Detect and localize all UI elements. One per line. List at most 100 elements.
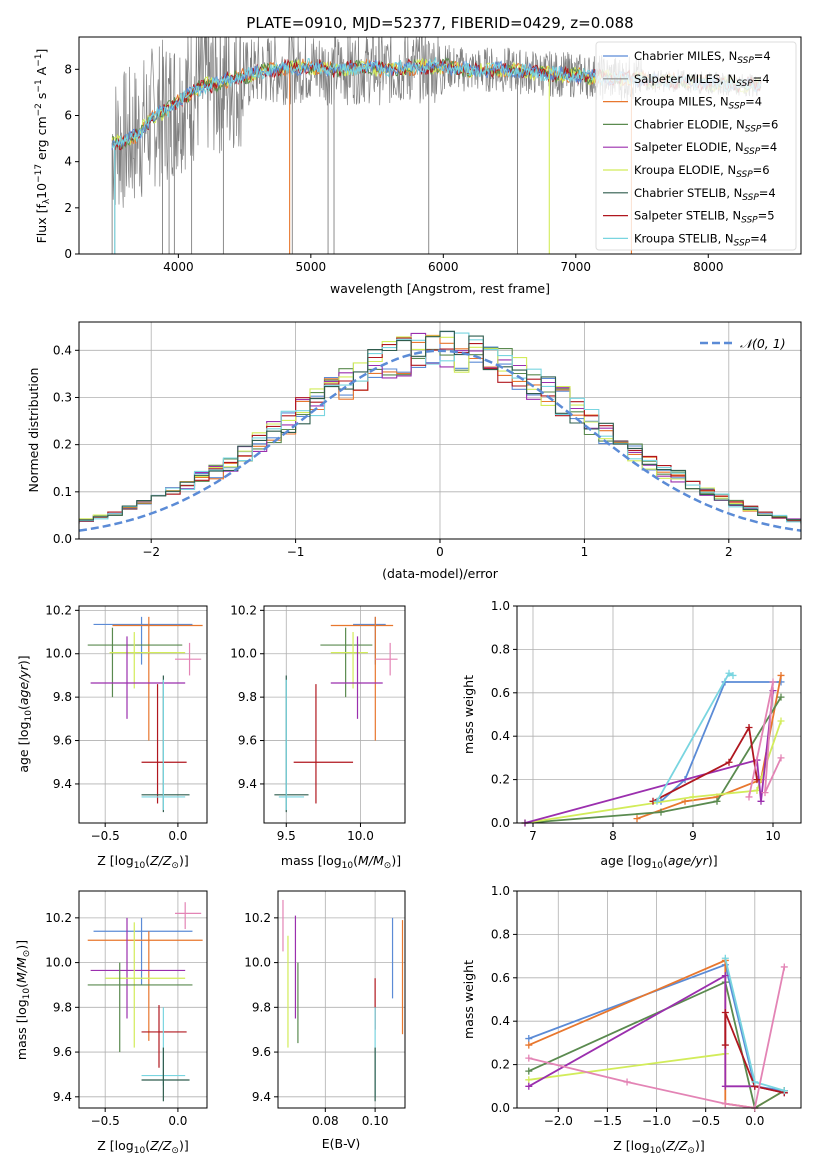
data-point	[633, 815, 641, 823]
figure-title: PLATE=0910, MJD=52377, FIBERID=0429, z=0…	[246, 14, 633, 32]
data-point	[525, 1067, 533, 1075]
data-point	[525, 1082, 533, 1090]
data-point	[525, 1076, 533, 1084]
x-axis-label: E(B-V)	[322, 1136, 361, 1151]
y-axis-label: mass weight	[461, 960, 476, 1039]
data-point	[751, 1078, 759, 1086]
x-tick-label: −0.5	[91, 1114, 120, 1128]
x-axis-label: Z [log10(Z/Z⊙)]	[97, 853, 188, 871]
data-point	[689, 793, 697, 801]
data-point	[623, 1078, 631, 1086]
x-tick-label: −0.5	[691, 1114, 720, 1128]
data-point	[721, 1100, 729, 1108]
x-axis-label: age [log10(age/yr)]	[600, 853, 717, 871]
mass-weight-plot	[521, 669, 785, 827]
y-tick-label: 10.2	[45, 603, 72, 617]
data-point	[525, 1041, 533, 1049]
data-point	[525, 1035, 533, 1043]
legend-label: Kroupa ELODIE, NSSP=6	[634, 163, 770, 180]
data-point	[777, 754, 785, 762]
axes-frame	[277, 890, 406, 1109]
y-tick-label: 0.0	[491, 816, 510, 830]
axes-frame	[516, 890, 802, 1109]
x-tick-label: −1	[287, 545, 305, 559]
axes-spectrum: 4000 5000 6000 7000 8000 0 2 4 6 8 Chabrier MILES,…	[34, 36, 802, 296]
y-tick-label: 10.2	[45, 911, 72, 925]
legend: 𝒩(0, 1)	[700, 336, 786, 351]
y-tick-label: 0.8	[491, 927, 510, 941]
x-tick-label: 10.0	[347, 829, 374, 843]
axes-age_vs_mass: 9.5 10.0 9.4 9.6 9.8 10.0 10.2 mass [log10(M/M⊙…	[230, 603, 406, 871]
axes-frame	[78, 321, 802, 540]
data-point	[780, 1087, 788, 1095]
x-tick-label: −0.5	[91, 829, 120, 843]
y-tick-label: 0.0	[491, 1101, 510, 1115]
data-point	[729, 671, 737, 679]
x-tick-label: 7000	[561, 260, 592, 274]
legend-label: Salpeter STELIB, NSSP=5	[634, 209, 775, 226]
x-tick-label: 9	[689, 829, 697, 843]
x-tick-label: −1.5	[593, 1114, 622, 1128]
mass-weight-line	[528, 1052, 726, 1081]
legend-label: Kroupa MILES, NSSP=4	[634, 95, 762, 112]
y-tick-label: 9.6	[238, 734, 257, 748]
data-point	[757, 797, 765, 805]
x-tick-label: 0.10	[362, 1114, 389, 1128]
y-tick-label: 0.2	[491, 1058, 510, 1072]
mass-weight-line	[528, 980, 785, 1110]
mass-weight-line	[652, 724, 758, 803]
axes-frame	[263, 605, 406, 824]
legend-label: Chabrier STELIB, NSSP=4	[634, 186, 776, 203]
y-tick-label: 6	[64, 108, 72, 122]
y-tick-label: 9.8	[53, 1000, 72, 1014]
x-axis-label: mass [log10(M/M⊙)]	[281, 853, 401, 871]
data-point	[713, 797, 721, 805]
x-tick-label: 0.08	[312, 1114, 339, 1128]
mass-weight-line	[524, 720, 782, 824]
y-tick-label: 4	[64, 155, 72, 169]
data-point	[721, 954, 729, 962]
y-axis-label: mass weight	[461, 675, 476, 754]
data-point	[653, 797, 661, 805]
y-axis-label: age [log10(age/yr)]	[16, 655, 34, 772]
x-tick-label: 0.0	[745, 1114, 764, 1128]
x-tick-label: 8000	[693, 260, 724, 274]
y-tick-label: 0.3	[53, 390, 72, 404]
data-point	[777, 671, 785, 679]
mass-weight-line	[528, 963, 785, 1092]
x-tick-label: −2	[142, 545, 160, 559]
y-tick-label: 8	[64, 62, 72, 76]
legend-label: 𝒩(0, 1)	[740, 336, 786, 351]
x-axis-label: (data-model)/error	[382, 566, 499, 581]
errorbar-plot	[274, 616, 398, 813]
y-axis-label: Normed distribution	[26, 368, 41, 493]
y-tick-label: 9.4	[252, 1090, 271, 1104]
y-tick-label: 10.0	[230, 647, 257, 661]
mass-weight-line	[524, 690, 774, 824]
y-tick-label: 0.4	[491, 1014, 510, 1028]
x-axis-label: Z [log10(Z/Z⊙)]	[613, 1138, 704, 1156]
legend-box	[595, 41, 797, 251]
data-point	[780, 963, 788, 971]
y-tick-label: 9.4	[238, 777, 257, 791]
data-point	[721, 1082, 729, 1090]
data-point	[761, 789, 769, 797]
y-tick-label: 2	[64, 201, 72, 215]
y-tick-label: 9.8	[238, 690, 257, 704]
x-axis-label: Z [log10(Z/Z⊙)]	[97, 1138, 188, 1156]
legend: Chabrier MILES, NSSP=4 Salpeter MILES, NS…	[595, 41, 797, 251]
y-tick-label: 1.0	[491, 884, 510, 898]
mass-weight-line	[748, 681, 782, 798]
axes-residuals: −2 −1 0 1 2 0.0 0.1 0.2 0.3 0.4 𝒩(0, 1) (data-model…	[26, 321, 802, 581]
legend-label: Chabrier ELODIE, NSSP=6	[634, 117, 778, 134]
y-tick-label: 9.4	[53, 1090, 72, 1104]
mass-weight-line	[724, 1012, 785, 1094]
axes-frame	[78, 36, 802, 255]
y-tick-label: 0.2	[53, 438, 72, 452]
data-point	[525, 1054, 533, 1062]
data-point	[777, 717, 785, 725]
axes-mass_vs_Z: −0.5 0.0 9.4 9.6 9.8 10.0 10.2 Z [log10(Z/Z⊙)] m…	[14, 890, 208, 1156]
x-tick-label: 5000	[296, 260, 327, 274]
axes-frame	[78, 605, 208, 824]
data-point	[725, 758, 733, 766]
